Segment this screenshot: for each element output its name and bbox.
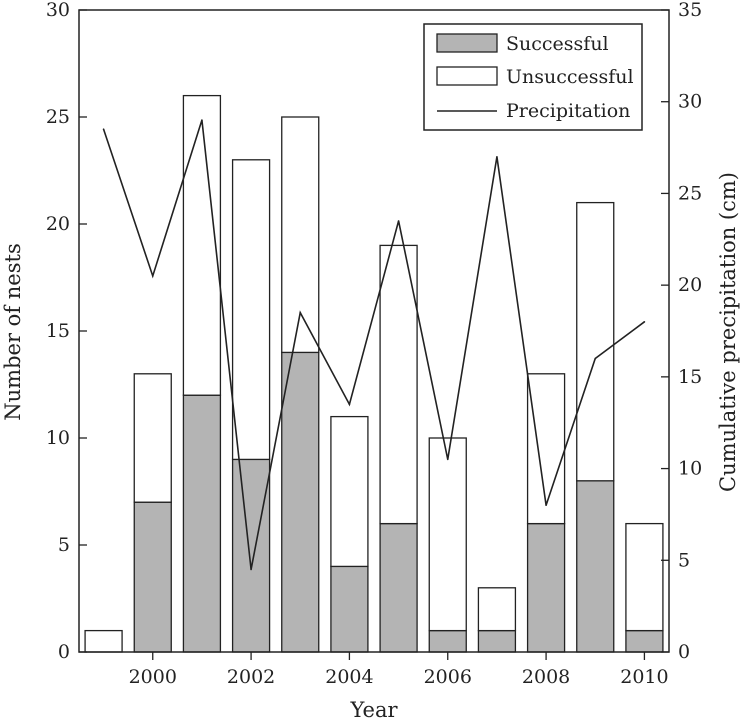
bar-successful-2001 [182,394,222,653]
bar-successful-2010 [625,629,664,653]
bar-unsuccessful-2000 [133,373,172,503]
precipitation-point-2010 [643,321,646,323]
y2-tick-label-10: 10 [678,458,702,480]
precipitation-point-2008 [545,504,547,507]
left-axis: 0 5 10 15 20 25 30 [46,0,87,663]
x-tick-label-2002: 2002 [227,666,275,688]
bar-successful-2009 [576,480,615,653]
bar-unsuccessful-2007 [477,587,517,632]
y-tick-label-30: 30 [46,0,70,21]
precipitation-line-layer [102,119,646,571]
y2-tick-label-5: 5 [678,549,690,571]
y2-axis-label: Cumulative precipitation (cm) [716,172,740,492]
y-axis-label: Number of nests [1,243,25,420]
bar-successful-2002 [231,458,271,653]
precipitation-point-2003 [299,311,302,314]
y-tick-label-0: 0 [58,641,70,663]
y-tick-label-25: 25 [46,106,70,128]
y2-tick-label-15: 15 [678,366,702,388]
precipitation-point-2005 [397,220,400,222]
bar-unsuccessful-2009 [576,201,615,482]
y-tick-label-15: 15 [46,320,70,342]
precipitation-point-1999 [102,128,105,131]
x-tick-label-2010: 2010 [620,666,668,688]
precipitation-point-2002 [250,568,252,571]
legend-label-precipitation: Precipitation [506,100,630,122]
precipitation-point-2004 [348,403,351,406]
x-tick-label-2004: 2004 [325,666,373,688]
legend-swatch-successful [436,33,498,53]
bar-successful-2007 [477,629,517,653]
bar-unsuccessful-2004 [330,415,369,568]
bar-unsuccessful-2005 [379,244,418,525]
x-tick-label-2000: 2000 [129,666,177,688]
bar-unsuccessful-2008 [526,373,566,525]
bar-layer [84,94,664,653]
x-axis-label: Year [349,698,398,719]
x-tick-label-2008: 2008 [522,666,570,688]
y-tick-label-10: 10 [46,427,70,449]
precipitation-point-2007 [496,155,498,158]
y2-tick-label-20: 20 [678,274,702,296]
legend-label-unsuccessful: Unsuccessful [506,66,634,88]
y2-tick-label-35: 35 [678,0,702,21]
bar-successful-2003 [281,351,320,653]
y-tick-label-5: 5 [58,534,70,556]
bar-unsuccessful-2002 [231,159,271,461]
bar-successful-2005 [379,522,418,653]
bottom-axis: 2000 2002 2004 2006 2008 2010 [129,652,669,688]
bar-unsuccessful-2006 [428,437,467,632]
bar-successful-2000 [133,501,172,653]
legend: Successful Unsuccessful Precipitation [423,23,643,131]
legend-label-successful: Successful [506,33,609,55]
precipitation-point-2009 [594,357,597,360]
precipitation-point-2001 [201,119,203,121]
bar-successful-2006 [428,629,467,653]
bar-unsuccessful-2001 [182,94,222,396]
y-tick-label-20: 20 [46,213,70,235]
precipitation-point-2006 [446,458,449,461]
bar-successful-2008 [526,522,566,653]
y2-tick-label-25: 25 [678,182,702,204]
precipitation-point-2000 [151,275,154,277]
legend-swatch-unsuccessful [436,66,498,86]
bar-unsuccessful-1999 [84,629,123,653]
right-axis: 0 5 10 15 20 25 30 35 [661,0,702,663]
x-tick-label-2006: 2006 [424,666,472,688]
precipitation-line [102,119,645,570]
bar-unsuccessful-2003 [281,116,320,354]
y2-tick-label-0: 0 [678,641,690,663]
y2-tick-label-30: 30 [678,91,702,113]
bar-unsuccessful-2010 [625,522,664,632]
bar-successful-2004 [330,565,369,653]
